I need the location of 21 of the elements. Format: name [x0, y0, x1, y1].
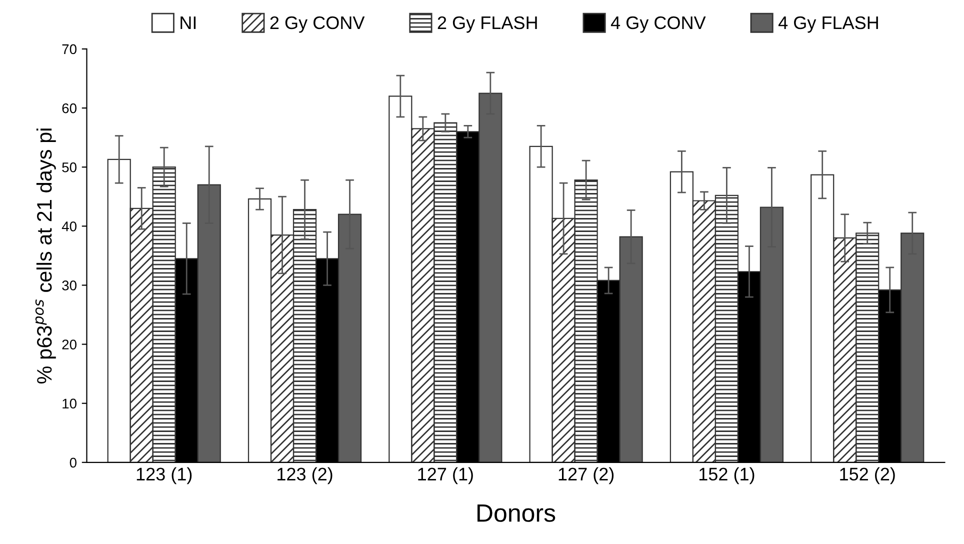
legend-label: 4 Gy CONV	[610, 16, 706, 33]
y-tick-label: 70	[62, 44, 76, 54]
y-tick-label: 10	[62, 398, 76, 409]
y-tick-label: 20	[62, 340, 76, 350]
x-tick-label: 152 (2)	[840, 467, 895, 484]
x-tick-label: 152 (1)	[699, 467, 754, 484]
x-axis-title: Donors	[478, 504, 556, 522]
x-tick-label: 123 (2)	[278, 467, 332, 484]
legend-label: 2 Gy FLASH	[438, 16, 537, 33]
legend-label: NI	[180, 16, 196, 29]
legend-label: 2 Gy CONV	[270, 16, 365, 33]
legend-label: 4 Gy FLASH	[778, 16, 878, 33]
y-axis-title: % p63$^{pos}$ cells at 21 days pi	[35, 128, 56, 384]
y-tick-label: 50	[62, 162, 76, 172]
y-tick-label: 30	[62, 280, 76, 290]
y-tick-label: 60	[62, 103, 76, 114]
y-tick-label: 40	[62, 221, 76, 232]
x-tick-label: 127 (1)	[418, 467, 473, 484]
x-tick-label: 127 (2)	[558, 467, 614, 484]
x-tick-label: 123 (1)	[136, 467, 192, 484]
y-tick-label: 0	[70, 458, 76, 468]
